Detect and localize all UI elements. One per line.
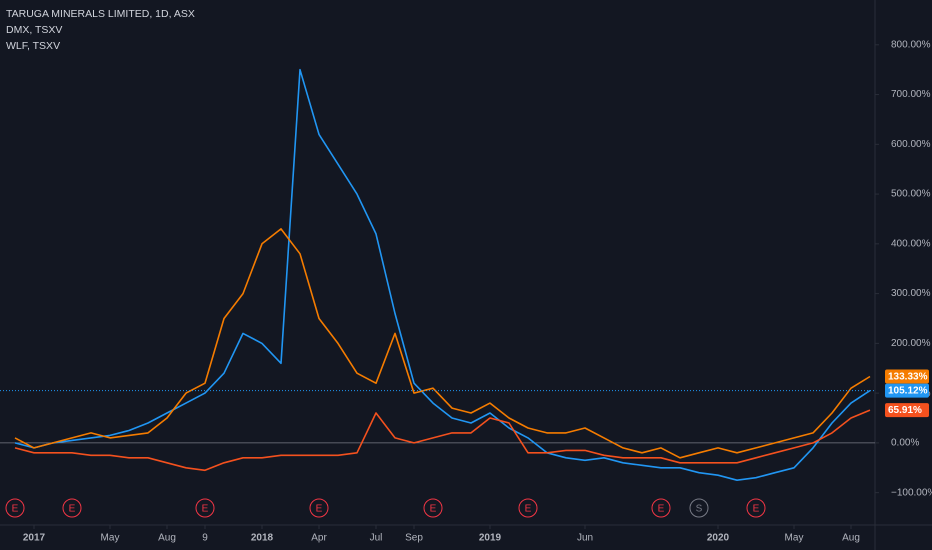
event-label: E — [658, 504, 665, 515]
last-value-badge — [885, 383, 929, 398]
y-tick-label: 200.00% — [891, 338, 931, 349]
event-label: E — [69, 504, 76, 515]
series-line — [14, 68, 871, 481]
y-tick-label: 700.00% — [891, 89, 931, 100]
event-label: E — [430, 504, 437, 515]
event-label: E — [316, 504, 323, 515]
event-marker — [423, 498, 443, 518]
event-marker — [62, 498, 82, 518]
x-tick-label: Sep — [405, 533, 423, 544]
x-tick-label: 9 — [202, 533, 208, 544]
x-tick-label: 2019 — [479, 533, 502, 544]
event-marker — [746, 498, 766, 518]
y-tick-label: 800.00% — [891, 39, 931, 50]
x-tick-label: Aug — [842, 533, 860, 544]
y-tick-label: −100.00% — [891, 487, 932, 498]
event-marker — [689, 498, 709, 518]
last-value-badge — [885, 403, 929, 418]
event-label: E — [525, 504, 532, 515]
event-marker — [309, 498, 329, 518]
last-value-label: 65.91% — [888, 405, 922, 416]
last-value-label: 105.12% — [888, 386, 928, 397]
event-label: E — [753, 504, 760, 515]
event-marker — [195, 498, 215, 518]
event-label: E — [202, 504, 209, 515]
x-tick-label: Apr — [311, 533, 327, 544]
legend-entry: TARUGA MINERALS LIMITED, 1D, ASX — [6, 8, 195, 20]
event-marker — [651, 498, 671, 518]
x-tick-label: May — [101, 533, 120, 544]
y-tick-label: 0.00% — [891, 438, 919, 449]
y-tick-label: 300.00% — [891, 288, 931, 299]
event-label: E — [12, 504, 19, 515]
y-tick-label: 400.00% — [891, 238, 931, 249]
x-tick-label: 2018 — [251, 533, 274, 544]
x-tick-label: 2017 — [23, 533, 46, 544]
x-tick-label: Jun — [577, 533, 593, 544]
y-tick-label: 500.00% — [891, 189, 931, 200]
legend-entry: DMX, TSXV — [6, 24, 62, 36]
last-value-badge — [885, 369, 929, 384]
x-tick-label: Jul — [370, 533, 383, 544]
x-tick-label: Aug — [158, 533, 176, 544]
legend-entry: WLF, TSXV — [6, 40, 60, 52]
y-tick-label: 600.00% — [891, 139, 931, 150]
x-tick-label: May — [785, 533, 804, 544]
series-line — [14, 409, 871, 472]
event-marker — [518, 498, 538, 518]
event-label: S — [696, 504, 703, 515]
last-value-label: 133.33% — [888, 372, 928, 383]
series-line — [14, 228, 871, 459]
x-tick-label: 2020 — [707, 533, 730, 544]
event-marker — [5, 498, 25, 518]
